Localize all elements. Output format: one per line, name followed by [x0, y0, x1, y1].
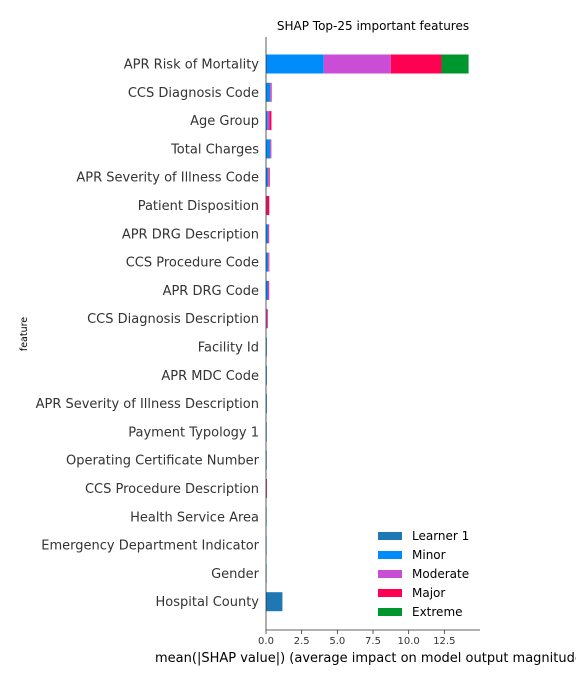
bar-segment — [268, 280, 270, 300]
feature-label: Health Service Area — [130, 510, 259, 525]
bar-segment — [266, 167, 269, 187]
legend-swatch — [378, 589, 402, 597]
bar-segment — [270, 139, 271, 159]
legend-label: Learner 1 — [412, 529, 469, 543]
bar-segment — [266, 139, 271, 159]
bar-segment — [390, 54, 442, 74]
x-tick-label: 10.0 — [398, 636, 420, 647]
feature-label: CCS Procedure Code — [126, 256, 259, 271]
bar-segment — [269, 111, 272, 131]
bar-segment — [266, 280, 268, 300]
feature-label: CCS Procedure Description — [85, 482, 259, 497]
legend-swatch — [378, 570, 402, 578]
feature-label: Payment Typology 1 — [128, 425, 259, 440]
legend-label: Extreme — [412, 605, 463, 619]
feature-label: Emergency Department Indicator — [41, 539, 259, 554]
bar-segment — [268, 252, 270, 272]
bar-segment — [266, 592, 283, 612]
bar-segment — [270, 82, 272, 102]
bar-segment — [268, 167, 270, 187]
feature-label: APR DRG Code — [163, 284, 259, 299]
bar-segment — [267, 309, 268, 329]
bar-segment — [266, 394, 267, 414]
feature-label: Age Group — [190, 114, 259, 129]
legend-swatch — [378, 551, 402, 559]
feature-label: APR Severity of Illness Description — [36, 397, 259, 412]
bar-segment — [267, 111, 270, 131]
bar-segment — [441, 54, 469, 74]
bar-segment — [266, 224, 269, 244]
feature-labels-group: APR Risk of Mortality CCS Diagnosis Code A… — [36, 58, 260, 611]
bar-segment — [267, 280, 269, 300]
bar-segment — [268, 252, 269, 272]
legend-label: Moderate — [412, 567, 469, 581]
feature-label: Operating Certificate Number — [66, 454, 260, 469]
feature-label: CCS Diagnosis Code — [128, 86, 259, 101]
bar-segment — [266, 309, 268, 329]
legend-swatch — [378, 608, 402, 616]
bars-group — [266, 54, 469, 612]
feature-label: Gender — [211, 567, 260, 582]
bar-segment — [270, 139, 272, 159]
feature-label: APR Risk of Mortality — [124, 58, 260, 73]
bar-segment — [266, 365, 267, 385]
x-tick-label: 2.5 — [294, 636, 310, 647]
y-axis-label: feature — [19, 317, 30, 351]
bar-segment — [266, 54, 324, 74]
legend-label: Major — [412, 586, 445, 600]
bar-segment — [268, 167, 269, 187]
legend-swatch — [378, 532, 402, 540]
legend-label: Minor — [412, 548, 446, 562]
legend: Learner 1 Minor Moderate Major Extreme — [378, 529, 469, 619]
feature-label: APR Severity of Illness Code — [76, 171, 259, 186]
feature-label: CCS Diagnosis Description — [87, 312, 259, 327]
x-tick-label: 5.0 — [329, 636, 345, 647]
bar-segment — [266, 82, 271, 102]
bar-segment — [266, 252, 269, 272]
bar-segment — [266, 111, 268, 131]
bar-segment — [270, 82, 271, 102]
bar-segment — [266, 196, 270, 215]
x-tick-label: 12.5 — [433, 636, 455, 647]
feature-label: Hospital County — [156, 595, 260, 610]
feature-label: Facility Id — [198, 341, 259, 356]
x-tick-label: 7.5 — [365, 636, 381, 647]
feature-label: APR MDC Code — [161, 369, 259, 384]
feature-label: Patient Disposition — [138, 199, 259, 214]
bar-segment — [266, 479, 267, 498]
x-tick-label: 0.0 — [258, 636, 274, 647]
feature-label: Total Charges — [170, 142, 259, 157]
bar-segment — [323, 54, 391, 74]
feature-label: APR DRG Description — [122, 227, 259, 242]
x-ticks-group: 0.0 2.5 5.0 7.5 10.0 12.5 — [258, 630, 455, 647]
chart-title: SHAP Top-25 important features — [277, 19, 469, 33]
bar-segment — [266, 337, 267, 357]
bar-segment — [268, 224, 270, 244]
x-axis-label: mean(|SHAP value|) (average impact on mo… — [155, 651, 576, 666]
bar-segment — [268, 224, 269, 244]
